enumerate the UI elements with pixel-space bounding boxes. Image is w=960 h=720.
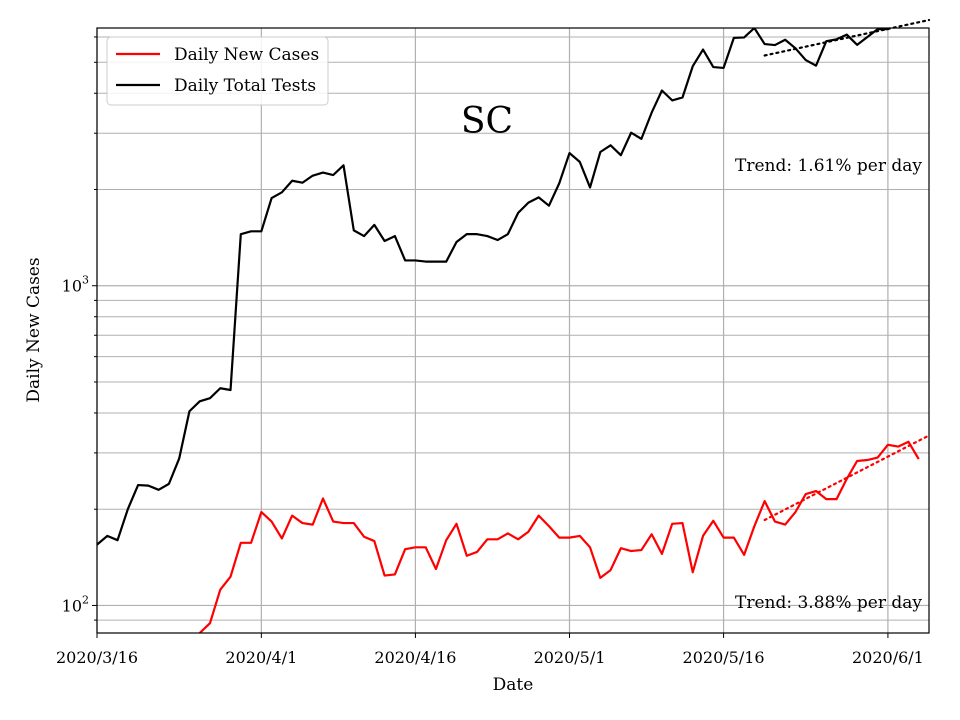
legend-label-daily-new-cases: Daily New Cases [174,45,319,65]
plot-lines [97,18,931,633]
x-tick-label: 2020/4/16 [374,648,456,667]
trend-line-daily-total-tests [763,18,931,57]
x-tick-label: 2020/5/1 [534,648,606,667]
y-axis: 102 103 [62,36,97,621]
trend-line-daily-new-cases [763,434,931,522]
x-tick-label: 2020/6/1 [852,648,924,667]
legend-box [106,36,329,106]
x-tick-label: 2020/4/1 [225,648,297,667]
plot-frame [96,27,930,634]
y-tick-label: 102 [62,593,89,615]
legend-label-daily-total-tests: Daily Total Tests [174,76,316,96]
chart-title: SC [461,101,513,142]
trend-label-cases: Trend: 3.88% per day [735,593,922,613]
trend-label-tests: Trend: 1.61% per day [735,156,922,176]
x-tick-label: 2020/3/16 [56,648,138,667]
grid [96,28,929,633]
series-line-daily-new-cases [198,440,920,633]
y-axis-label: Daily New Cases [24,257,44,402]
x-tick-label: 2020/5/16 [683,648,765,667]
y-tick-label: 103 [62,274,89,296]
series-line-daily-total-tests [97,28,891,546]
x-axis: 2020/3/16 2020/4/1 2020/4/16 2020/5/1 2020/5… [56,633,924,667]
x-axis-label: Date [493,675,534,695]
legend: Daily New Cases Daily Total Tests [106,36,329,106]
